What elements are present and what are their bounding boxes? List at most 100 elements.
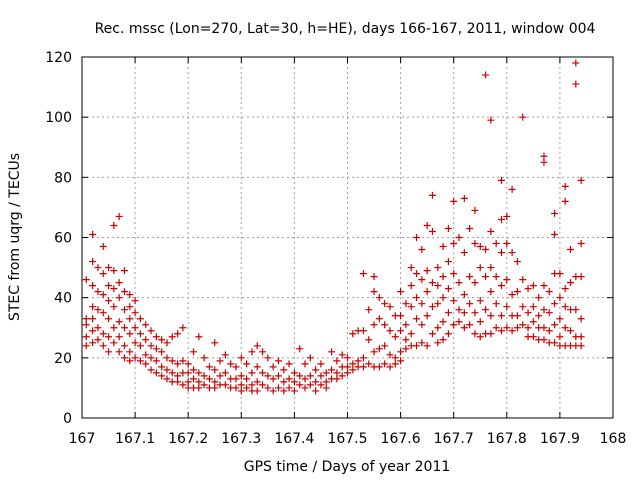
data-point bbox=[120, 342, 128, 350]
data-point bbox=[105, 348, 113, 356]
data-point bbox=[561, 197, 569, 205]
data-points bbox=[82, 59, 585, 395]
data-point bbox=[545, 288, 553, 296]
data-point bbox=[174, 378, 182, 386]
data-point bbox=[418, 339, 426, 347]
data-point bbox=[259, 369, 267, 377]
x-tick-label: 167.3 bbox=[221, 431, 261, 447]
data-point bbox=[497, 249, 505, 257]
data-point bbox=[115, 318, 123, 326]
data-point bbox=[567, 279, 575, 287]
data-point bbox=[195, 384, 203, 392]
data-point bbox=[82, 321, 90, 329]
data-point bbox=[535, 294, 543, 302]
data-point bbox=[561, 303, 569, 311]
data-point bbox=[174, 372, 182, 380]
data-point bbox=[264, 384, 272, 392]
data-point bbox=[248, 369, 256, 377]
y-tick-label: 20 bbox=[54, 351, 72, 367]
data-point bbox=[253, 378, 261, 386]
data-point bbox=[444, 309, 452, 317]
data-point bbox=[492, 273, 500, 281]
data-point bbox=[428, 227, 436, 235]
x-axis-tick-labels: 167 167.1 167.2 167.3 167.4 167.5 167.6 167.7 16… bbox=[69, 431, 627, 447]
data-point bbox=[476, 333, 484, 341]
data-point bbox=[375, 345, 383, 353]
data-point bbox=[513, 324, 521, 332]
data-point bbox=[492, 240, 500, 248]
data-point bbox=[524, 324, 532, 332]
data-point bbox=[471, 279, 479, 287]
data-point bbox=[487, 116, 495, 124]
data-point bbox=[280, 366, 288, 374]
data-point bbox=[540, 282, 548, 290]
data-point bbox=[428, 279, 436, 287]
data-point bbox=[99, 330, 107, 338]
data-point bbox=[126, 291, 134, 299]
data-point bbox=[89, 258, 97, 266]
data-point bbox=[296, 381, 304, 389]
data-point bbox=[269, 363, 277, 371]
data-point bbox=[126, 348, 134, 356]
data-point bbox=[476, 243, 484, 251]
data-point bbox=[280, 378, 288, 386]
data-point bbox=[99, 291, 107, 299]
data-point bbox=[211, 366, 219, 374]
data-point bbox=[243, 375, 251, 383]
data-point bbox=[105, 333, 113, 341]
data-point bbox=[211, 384, 219, 392]
data-point bbox=[434, 282, 442, 290]
data-point bbox=[152, 333, 160, 341]
data-point bbox=[163, 339, 171, 347]
data-point bbox=[253, 387, 261, 395]
y-tick-label: 120 bbox=[45, 50, 72, 66]
data-point bbox=[243, 384, 251, 392]
data-point bbox=[174, 330, 182, 338]
data-point bbox=[147, 354, 155, 362]
y-axis-tick-labels: 0 20 40 60 80 100 120 bbox=[45, 50, 72, 427]
data-point bbox=[476, 318, 484, 326]
data-point bbox=[349, 366, 357, 374]
data-point bbox=[365, 360, 373, 368]
data-point bbox=[126, 315, 134, 323]
data-point bbox=[529, 333, 537, 341]
data-point bbox=[259, 348, 267, 356]
data-point bbox=[99, 309, 107, 317]
data-point bbox=[168, 357, 176, 365]
data-point bbox=[556, 270, 564, 278]
data-point bbox=[269, 387, 277, 395]
data-point bbox=[317, 381, 325, 389]
data-point bbox=[497, 215, 505, 223]
y-axis-label: STEC from uqrg / TECUs bbox=[7, 153, 23, 321]
data-point bbox=[577, 273, 585, 281]
data-point bbox=[418, 246, 426, 254]
data-point bbox=[274, 357, 282, 365]
data-point bbox=[147, 366, 155, 374]
data-point bbox=[110, 267, 118, 275]
data-point bbox=[216, 357, 224, 365]
data-point bbox=[545, 309, 553, 317]
data-point bbox=[391, 333, 399, 341]
data-point bbox=[131, 324, 139, 332]
data-point bbox=[115, 212, 123, 220]
data-point bbox=[126, 303, 134, 311]
data-point bbox=[110, 285, 118, 293]
x-tick-label: 167.8 bbox=[487, 431, 527, 447]
data-point bbox=[407, 330, 415, 338]
data-point bbox=[519, 276, 527, 284]
data-point bbox=[413, 234, 421, 241]
data-point bbox=[195, 378, 203, 386]
data-point bbox=[317, 372, 325, 380]
data-point bbox=[450, 240, 458, 248]
data-point bbox=[349, 360, 357, 368]
data-point bbox=[264, 372, 272, 380]
data-point bbox=[110, 324, 118, 332]
data-point bbox=[120, 354, 128, 362]
data-point bbox=[561, 324, 569, 332]
data-point bbox=[237, 387, 245, 395]
data-point bbox=[428, 330, 436, 338]
data-point bbox=[482, 273, 490, 281]
data-point bbox=[466, 321, 474, 329]
data-point bbox=[567, 246, 575, 254]
data-point bbox=[508, 249, 516, 257]
